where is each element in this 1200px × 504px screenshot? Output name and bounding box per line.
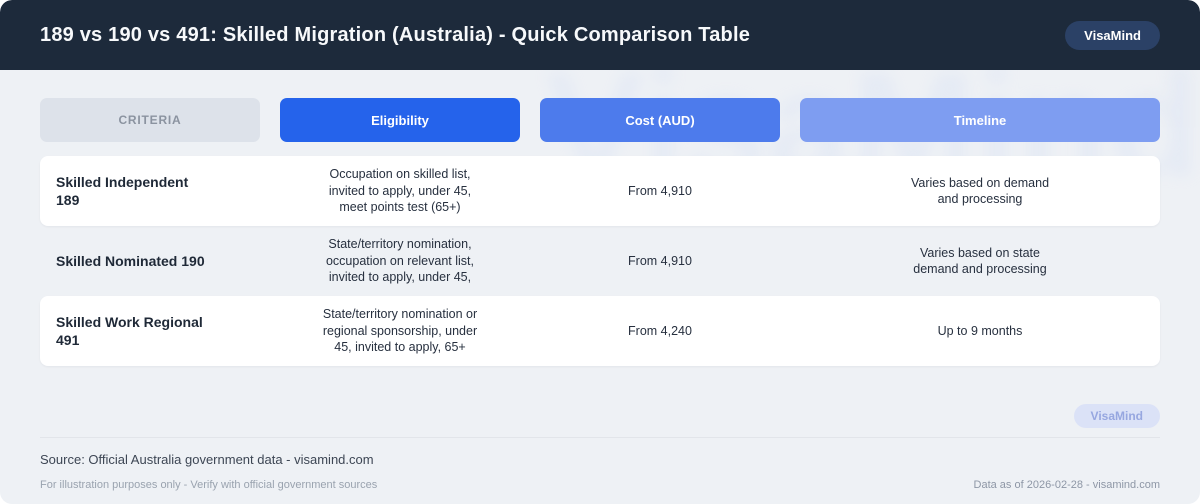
row-timeline: Varies based on demand and processing xyxy=(910,175,1050,207)
column-header-timeline: Timeline xyxy=(800,98,1160,142)
data-note-text: Data as of 2026-02-28 - visamind.com xyxy=(973,479,1160,491)
row-timeline: Varies based on state demand and process… xyxy=(913,245,1047,277)
page-title: 189 vs 190 vs 491: Skilled Migration (Au… xyxy=(40,23,751,46)
column-header-cost: Cost (AUD) xyxy=(540,98,780,142)
row-cost: From 4,910 xyxy=(628,253,692,268)
disclaimer-text: For illustration purposes only - Verify … xyxy=(40,479,378,491)
source-text: Source: Official Australia government da… xyxy=(40,452,374,467)
comparison-table: CRITERIA Eligibility Cost (AUD) Timeline… xyxy=(0,70,1200,366)
row-cost: From 4,910 xyxy=(628,183,692,198)
row-cost: From 4,240 xyxy=(628,323,692,338)
row-eligibility: Occupation on skilled list, invited to a… xyxy=(328,167,472,215)
footer-badge-row: VisaMind xyxy=(40,404,1160,428)
page-header: 189 vs 190 vs 491: Skilled Migration (Au… xyxy=(0,0,1200,70)
footer-bottom-row: For illustration purposes only - Verify … xyxy=(40,479,1160,491)
row-eligibility: State/territory nomination, occupation o… xyxy=(325,237,474,285)
table-row: Skilled Work Regional 491 State/territor… xyxy=(40,296,1160,366)
brand-badge[interactable]: VisaMind xyxy=(1065,20,1160,50)
row-timeline: Up to 9 months xyxy=(937,323,1023,338)
footer-divider xyxy=(40,437,1160,438)
column-header-criteria: CRITERIA xyxy=(40,98,260,142)
footer-brand-badge: VisaMind xyxy=(1073,404,1160,428)
table-row: Skilled Nominated 190 State/territory no… xyxy=(40,226,1160,296)
table-row: Skilled Independent 189 Occupation on sk… xyxy=(40,156,1160,226)
row-criteria: Skilled Independent 189 xyxy=(56,173,189,208)
column-header-eligibility: Eligibility xyxy=(280,98,520,142)
row-eligibility: State/territory nomination or regional s… xyxy=(322,307,478,355)
table-header-row: CRITERIA Eligibility Cost (AUD) Timeline xyxy=(40,98,1160,142)
row-criteria: Skilled Nominated 190 xyxy=(56,252,205,269)
row-criteria: Skilled Work Regional 491 xyxy=(56,313,203,348)
